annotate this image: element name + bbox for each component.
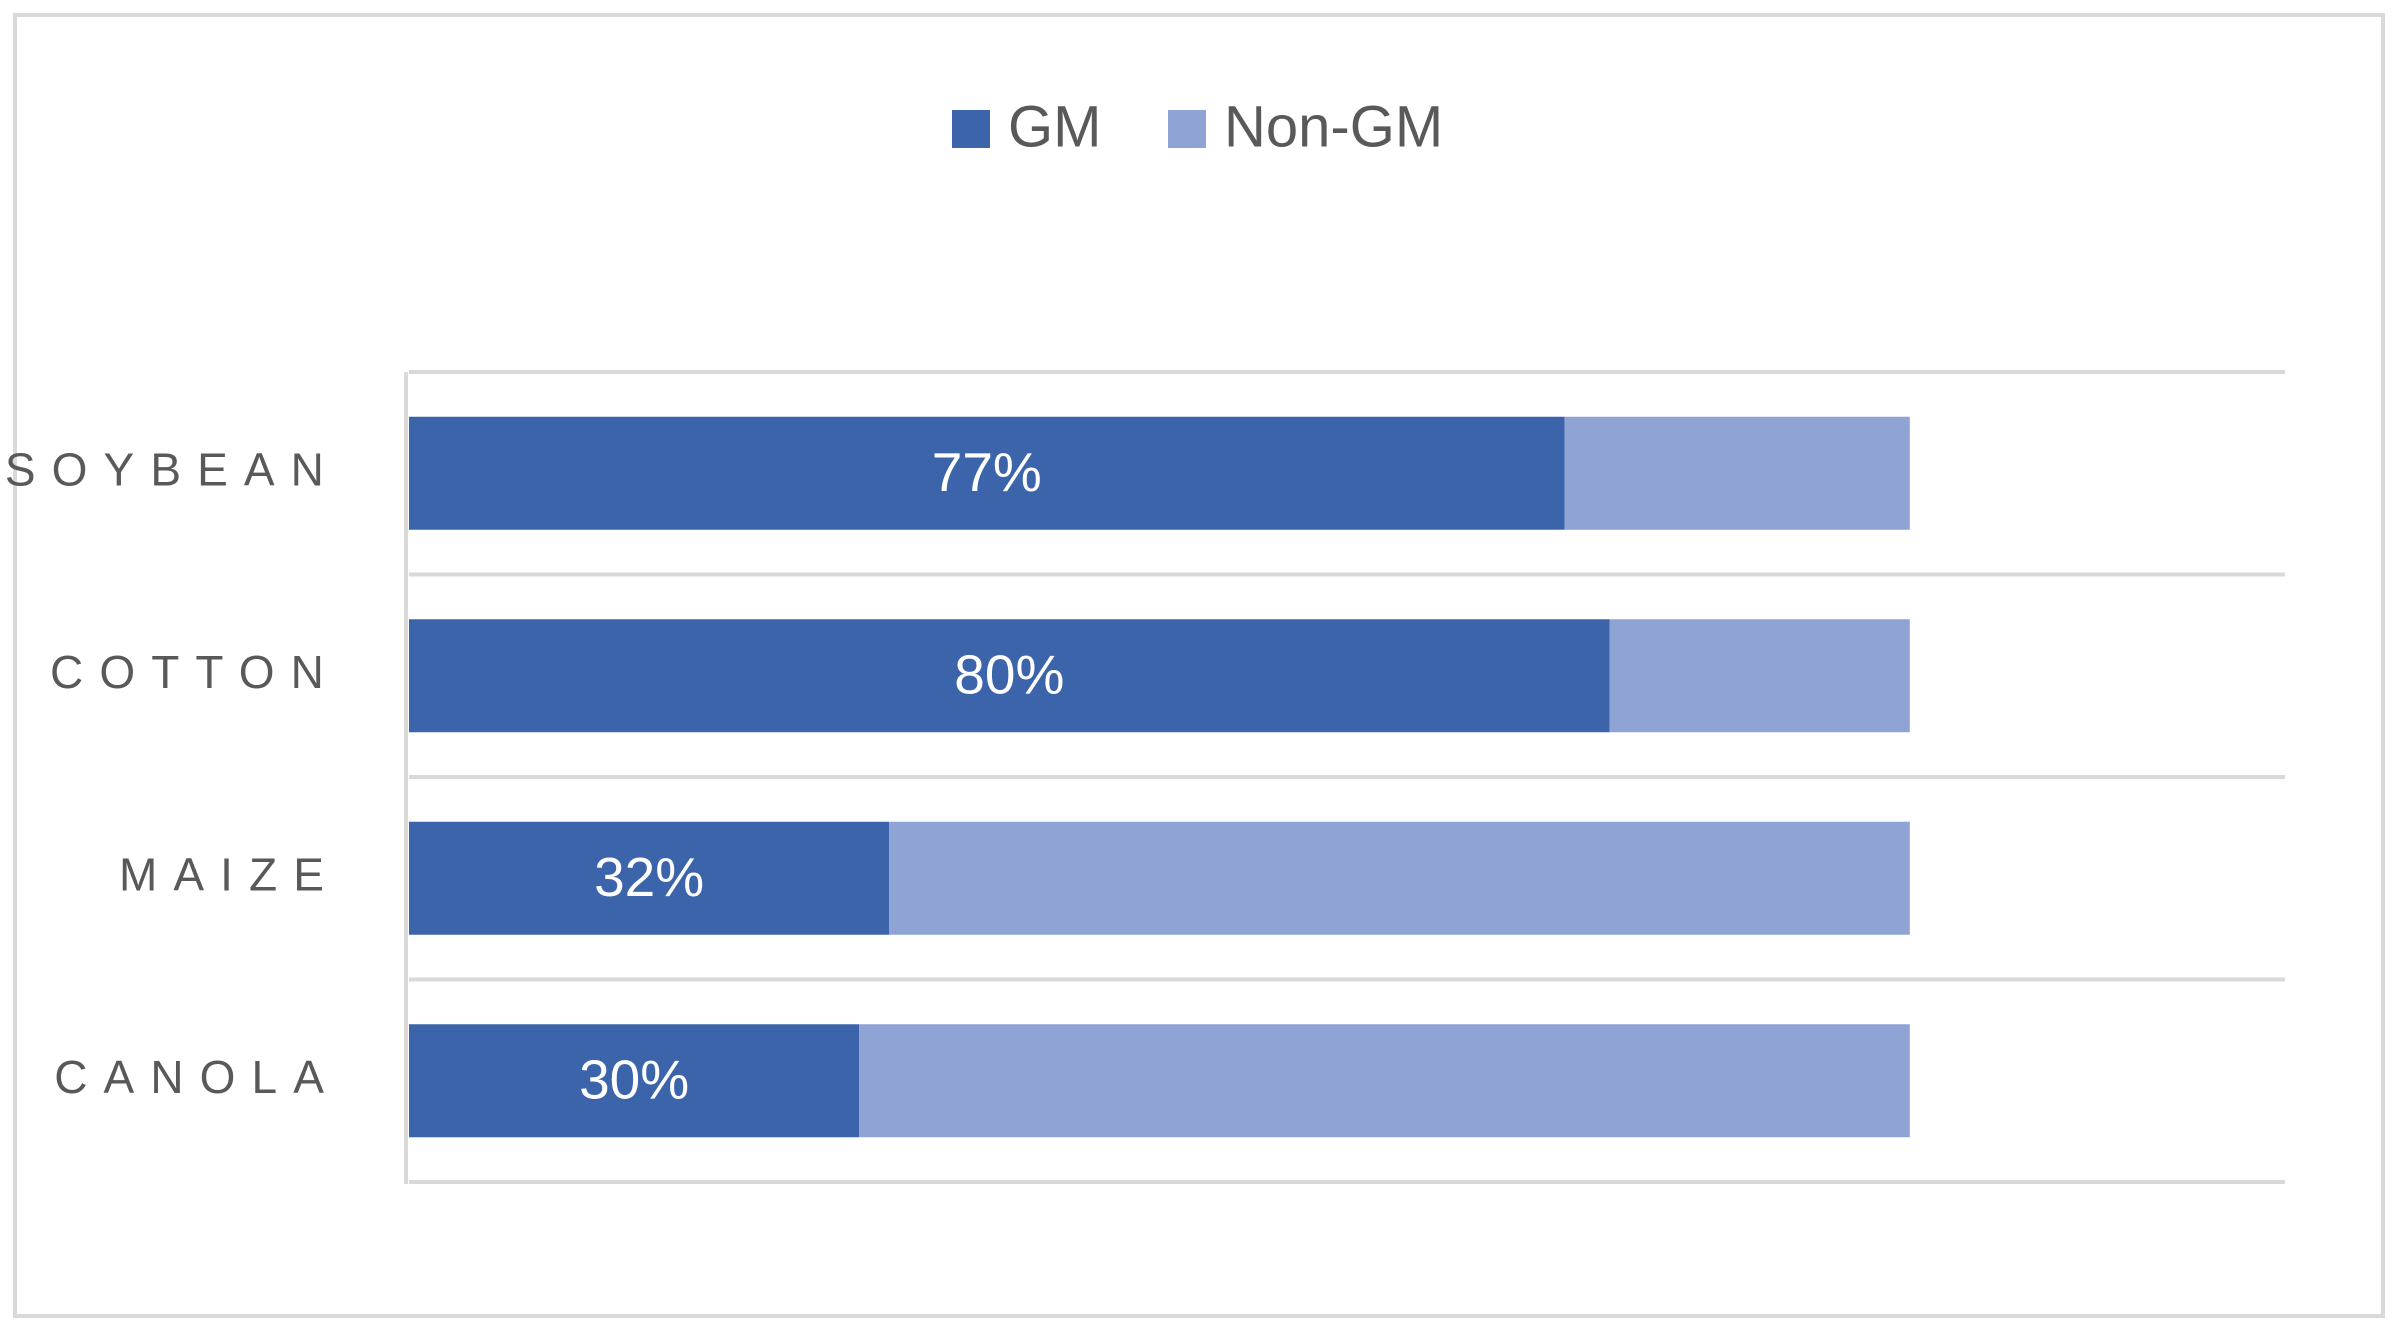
legend-label: GM	[1008, 94, 1101, 159]
bar-segment	[1564, 416, 1910, 530]
bar-segment	[859, 1024, 1910, 1138]
legend-swatch	[1168, 110, 1206, 148]
bar-segment	[889, 821, 1910, 935]
data-label: 77%	[932, 441, 1042, 503]
legend-label: Non-GM	[1224, 94, 1443, 159]
y-tick-label: CANOLA	[54, 1051, 340, 1103]
bar-segment	[1609, 619, 1910, 733]
legend-swatch	[952, 110, 990, 148]
bar-segment	[409, 821, 890, 935]
data-label: 80%	[954, 643, 1064, 705]
y-tick-label: SOYBEAN	[5, 443, 340, 495]
y-tick-label: COTTON	[50, 646, 340, 698]
data-label: 32%	[594, 846, 704, 908]
bar-segment	[409, 619, 1610, 733]
bar-segment	[409, 416, 1565, 530]
bar-segment	[409, 1024, 860, 1138]
data-label: 30%	[579, 1048, 689, 1110]
y-tick-label: MAIZE	[119, 848, 340, 900]
